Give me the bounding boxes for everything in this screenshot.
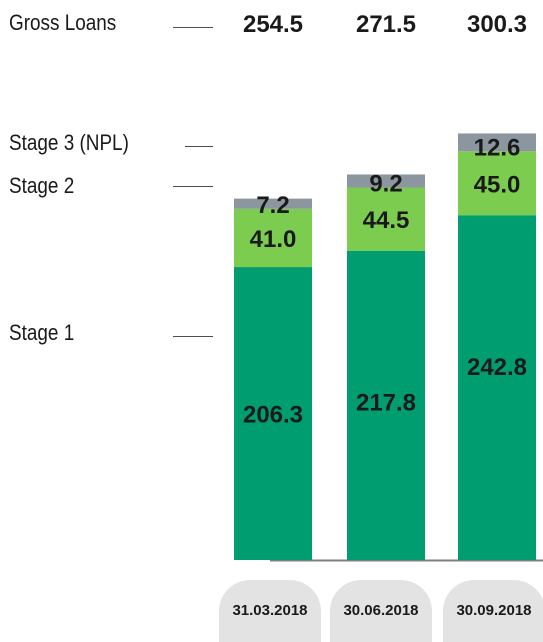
bar-stage2-2 bbox=[458, 151, 536, 216]
gross-loans-label: Gross Loans bbox=[9, 10, 117, 35]
value-label-stage1-2: 242.8 bbox=[467, 354, 527, 381]
bar-stage3-2 bbox=[458, 133, 536, 152]
category-label-0: 31.03.2018 bbox=[232, 602, 308, 619]
gross-loans-leader bbox=[173, 27, 213, 28]
value-label-stage3-0: 7.2 bbox=[256, 192, 289, 219]
date-pill-0: 31.03.2018 bbox=[219, 580, 321, 642]
total-label-0: 254.5 bbox=[242, 11, 304, 38]
stage1-label: Stage 1 bbox=[9, 320, 75, 345]
value-label-stage2-0: 41.0 bbox=[250, 226, 297, 253]
stacked-bar-chart: 206.3 41.0 7.2 217.8 44.5 9.2 242.8 45.0 12.6 bbox=[234, 133, 543, 562]
value-label-stage2-2: 45.0 bbox=[474, 171, 521, 198]
stage2-label: Stage 2 bbox=[9, 173, 75, 198]
stage1-leader bbox=[173, 336, 213, 337]
value-label-stage1-1: 217.8 bbox=[356, 390, 416, 417]
bar-stage1-0 bbox=[234, 267, 312, 560]
stage2-leader bbox=[173, 186, 213, 187]
value-label-stage3-2: 12.6 bbox=[474, 134, 521, 161]
bar-stage3-1 bbox=[347, 174, 425, 188]
category-label-2: 30.09.2018 bbox=[456, 602, 532, 619]
value-label-stage1-0: 206.3 bbox=[243, 402, 303, 429]
stage3-leader bbox=[185, 146, 213, 147]
bar-stage2-1 bbox=[347, 187, 425, 251]
bar-stage3-0 bbox=[234, 198, 312, 209]
date-pill-1: 30.06.2018 bbox=[330, 580, 432, 642]
total-label-1: 271.5 bbox=[355, 11, 417, 38]
date-pill-2: 30.09.2018 bbox=[443, 580, 543, 642]
category-label-1: 30.06.2018 bbox=[343, 602, 419, 619]
value-label-stage3-1: 9.2 bbox=[369, 171, 402, 198]
value-label-stage2-1: 44.5 bbox=[363, 207, 410, 234]
stage3-npl-label: Stage 3 (NPL) bbox=[9, 130, 129, 155]
bar-stage1-2 bbox=[458, 215, 536, 560]
total-label-2: 300.3 bbox=[466, 11, 528, 38]
bar-stage1-1 bbox=[347, 250, 425, 560]
bar-stage2-0 bbox=[234, 208, 312, 268]
